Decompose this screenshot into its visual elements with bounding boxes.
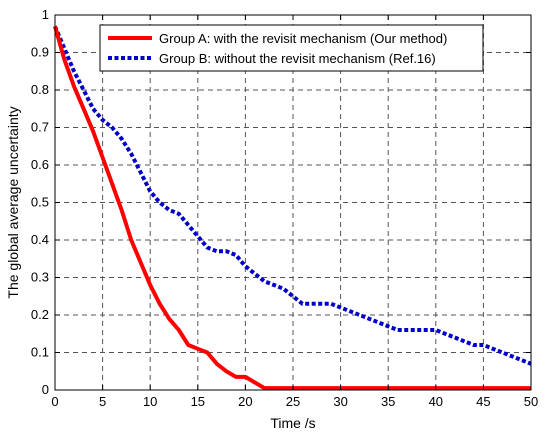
series-line-group-b (53, 25, 532, 366)
legend-box (99, 24, 484, 72)
y-tick-label: 0.4 (31, 232, 49, 247)
x-tick-label: 45 (476, 394, 490, 409)
x-tick-label: 25 (286, 394, 300, 409)
y-tick-label: 0.1 (31, 345, 49, 360)
x-tick-label: 0 (51, 394, 58, 409)
ticks: 0 5 10 15 20 25 30 35 40 45 50 0 0.1 0.2 0.3 0.4 0.5 0.6 0… (31, 7, 538, 409)
x-tick-label: 15 (191, 394, 205, 409)
legend: Group A: with the revisit mechanism (Our… (99, 24, 484, 72)
x-tick-label: 10 (143, 394, 157, 409)
y-tick-label: 0.7 (31, 120, 49, 135)
legend-label-group-a: Group A: with the revisit mechanism (Our… (159, 31, 447, 46)
y-tick-label: 1 (42, 7, 49, 22)
legend-label-group-b: Group B: without the revisit mechanism (… (159, 51, 436, 66)
x-tick-label: 50 (524, 394, 538, 409)
x-tick-label: 30 (333, 394, 347, 409)
x-tick-label: 5 (99, 394, 106, 409)
y-tick-label: 0.9 (31, 45, 49, 60)
y-tick-label: 0.8 (31, 82, 49, 97)
y-tick-label: 0.2 (31, 307, 49, 322)
x-tick-label: 35 (381, 394, 395, 409)
y-tick-label: 0.6 (31, 157, 49, 172)
x-tick-label: 40 (429, 394, 443, 409)
y-tick-label: 0.5 (31, 195, 49, 210)
y-tick-label: 0 (42, 382, 49, 397)
y-axis-label: The global average uncertainty (5, 106, 21, 298)
x-axis-label: Time /s (270, 415, 315, 431)
y-tick-label: 0.3 (31, 270, 49, 285)
x-tick-label: 20 (238, 394, 252, 409)
